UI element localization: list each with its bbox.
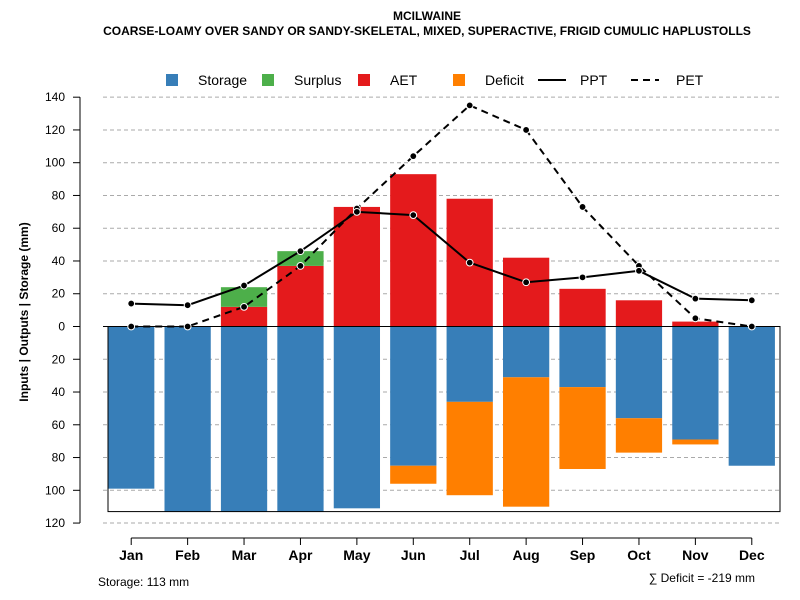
deficit-bar bbox=[672, 439, 719, 445]
pet-point bbox=[183, 322, 192, 331]
ppt-point bbox=[522, 278, 531, 287]
ppt-point bbox=[352, 207, 361, 216]
y-tick-label: 0 bbox=[58, 320, 65, 334]
storage-footer: Storage: 113 mm bbox=[98, 575, 189, 589]
y-tick-label: 20 bbox=[52, 352, 66, 366]
pet-point bbox=[691, 314, 700, 323]
pet-point bbox=[127, 322, 136, 331]
y-tick-label: 100 bbox=[45, 483, 65, 497]
y-tick-label: 80 bbox=[52, 451, 66, 465]
pet-point bbox=[240, 302, 248, 311]
ppt-point bbox=[578, 273, 587, 282]
y-tick-label: 120 bbox=[45, 516, 65, 530]
pet-point bbox=[465, 101, 474, 110]
series-lines bbox=[127, 101, 756, 331]
chart-title: MCILWAINE bbox=[393, 9, 461, 23]
y-axis: 140 120 100 80 60 40 20 0 20 40 60 80 100 120 bbox=[45, 90, 81, 530]
y-tick-label: 60 bbox=[52, 418, 66, 432]
x-tick-label: Feb bbox=[175, 547, 200, 563]
storage-bar bbox=[615, 326, 663, 419]
deficit-footer: ∑ Deficit = -219 mm bbox=[649, 571, 755, 585]
deficit-bar bbox=[559, 387, 606, 470]
pet-point bbox=[747, 322, 756, 331]
x-tick-label: Oct bbox=[627, 547, 651, 563]
storage-bar bbox=[559, 326, 606, 388]
ppt-point bbox=[127, 299, 136, 308]
legend-swatch bbox=[453, 74, 465, 86]
pet-point bbox=[522, 126, 531, 134]
x-tick-label: Sep bbox=[570, 547, 596, 563]
legend-label: AET bbox=[390, 72, 418, 88]
storage-bar bbox=[728, 326, 775, 466]
legend: Storage Surplus AET Deficit PPT PET bbox=[166, 72, 704, 88]
storage-bar bbox=[108, 326, 155, 489]
pet-point bbox=[409, 152, 418, 161]
ppt-point bbox=[691, 294, 700, 303]
y-tick-label: 120 bbox=[45, 123, 65, 137]
x-tick-label: Nov bbox=[682, 547, 709, 563]
storage-bar bbox=[164, 326, 211, 512]
y-tick-label: 140 bbox=[45, 90, 65, 104]
legend-label: PET bbox=[676, 72, 704, 88]
x-tick-label: Dec bbox=[739, 547, 765, 563]
x-axis: Jan Feb Mar Apr May Jun Jul Aug Sep Oct Nov Dec bbox=[119, 537, 765, 563]
deficit-bar bbox=[390, 465, 437, 484]
legend-label: Surplus bbox=[294, 72, 341, 88]
y-tick-label: 20 bbox=[52, 287, 66, 301]
aet-bar bbox=[390, 174, 437, 327]
aet-bar bbox=[615, 300, 663, 327]
storage-bar bbox=[672, 326, 719, 440]
x-tick-label: Aug bbox=[513, 547, 540, 563]
aet-bar bbox=[220, 306, 268, 327]
x-tick-label: Jul bbox=[460, 547, 480, 563]
storage-bar bbox=[220, 326, 268, 512]
storage-bar bbox=[333, 326, 381, 509]
ppt-point bbox=[183, 301, 192, 310]
ppt-point bbox=[747, 296, 756, 305]
aet-bar bbox=[333, 206, 381, 327]
deficit-bar bbox=[446, 401, 493, 496]
ppt-line bbox=[131, 210, 752, 307]
gridlines bbox=[103, 96, 780, 524]
surplus-bar bbox=[220, 287, 268, 307]
pet-point bbox=[296, 261, 305, 270]
storage-bar bbox=[446, 326, 493, 402]
legend-label: Deficit bbox=[485, 72, 524, 88]
legend-label: PPT bbox=[580, 72, 608, 88]
x-tick-label: Jun bbox=[401, 547, 426, 563]
ppt-point bbox=[635, 266, 643, 275]
x-tick-label: May bbox=[343, 547, 370, 563]
y-tick-label: 40 bbox=[52, 254, 66, 268]
y-tick-label: 80 bbox=[52, 188, 66, 202]
storage-bar bbox=[277, 326, 324, 512]
aet-bar bbox=[502, 257, 550, 327]
x-tick-label: Apr bbox=[288, 547, 313, 563]
aet-bar bbox=[277, 265, 324, 327]
legend-swatch bbox=[262, 74, 274, 86]
x-tick-label: Jan bbox=[119, 547, 143, 563]
legend-swatch bbox=[358, 74, 370, 86]
x-tick-label: Mar bbox=[232, 547, 257, 563]
aet-bar bbox=[672, 321, 719, 327]
ppt-point bbox=[409, 211, 418, 220]
ppt-point bbox=[296, 247, 305, 256]
y-axis-label: Inputs | Outputs | Storage (mm) bbox=[17, 222, 31, 401]
surplus-bar bbox=[277, 251, 324, 266]
y-tick-label: 60 bbox=[52, 221, 66, 235]
deficit-bar bbox=[502, 377, 550, 507]
legend-swatch bbox=[166, 74, 178, 86]
chart-subtitle: COARSE-LOAMY OVER SANDY OR SANDY-SKELETA… bbox=[103, 24, 751, 38]
storage-bar bbox=[502, 326, 550, 378]
bars bbox=[103, 174, 781, 513]
storage-bar bbox=[390, 326, 437, 466]
pet-point bbox=[578, 203, 587, 211]
legend-label: Storage bbox=[198, 72, 247, 88]
ppt-point bbox=[240, 281, 248, 290]
aet-bar bbox=[559, 288, 606, 327]
ppt-point bbox=[465, 258, 474, 267]
y-tick-label: 100 bbox=[45, 156, 65, 170]
y-tick-label: 40 bbox=[52, 385, 66, 399]
deficit-bar bbox=[615, 418, 663, 453]
